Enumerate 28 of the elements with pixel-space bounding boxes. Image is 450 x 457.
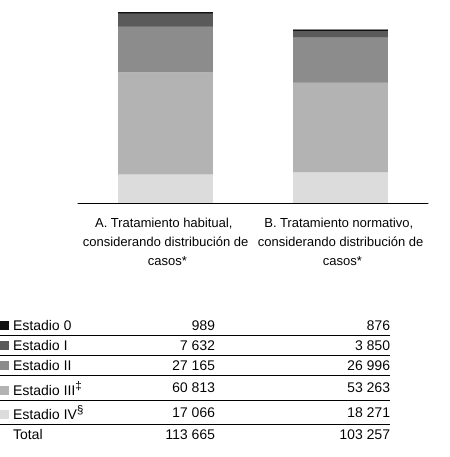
bar	[293, 172, 388, 203]
legend-label: Estadio II	[13, 357, 72, 373]
data-label: 7 632	[178, 336, 215, 355]
text: Total	[12, 425, 44, 444]
legend-label: Estadio IV$^{§}$	[13, 404, 84, 422]
data-label: 989	[190, 316, 215, 335]
bar	[118, 26, 213, 72]
data-label: 53 263	[346, 378, 390, 398]
data-label: 18 271	[346, 402, 390, 422]
data-label: 3 850	[354, 336, 390, 355]
bar	[293, 82, 388, 172]
text: 103 257	[338, 425, 390, 444]
bar	[118, 72, 213, 174]
data-label: 876	[366, 316, 390, 335]
bar	[118, 174, 213, 203]
bar	[293, 30, 388, 38]
data-label: 26 996	[346, 356, 390, 375]
x-tick-label: A. Tratamiento habitual, considerando distribución de casos*	[82, 215, 248, 268]
data-label: 17 066	[171, 402, 215, 422]
x-tick-label: B. Tratamiento normativo, considerando distribución de casos*	[258, 215, 424, 268]
bar	[118, 14, 213, 26]
data-label: 27 165	[171, 356, 215, 375]
legend-label: Estadio III$^{‡}$	[13, 379, 82, 398]
legend-label: Estadio I	[13, 337, 68, 353]
legend-label: Estadio 0	[13, 317, 72, 333]
text: 113 665	[164, 425, 215, 444]
bar	[293, 37, 388, 83]
data-label: 60 813	[171, 378, 215, 398]
